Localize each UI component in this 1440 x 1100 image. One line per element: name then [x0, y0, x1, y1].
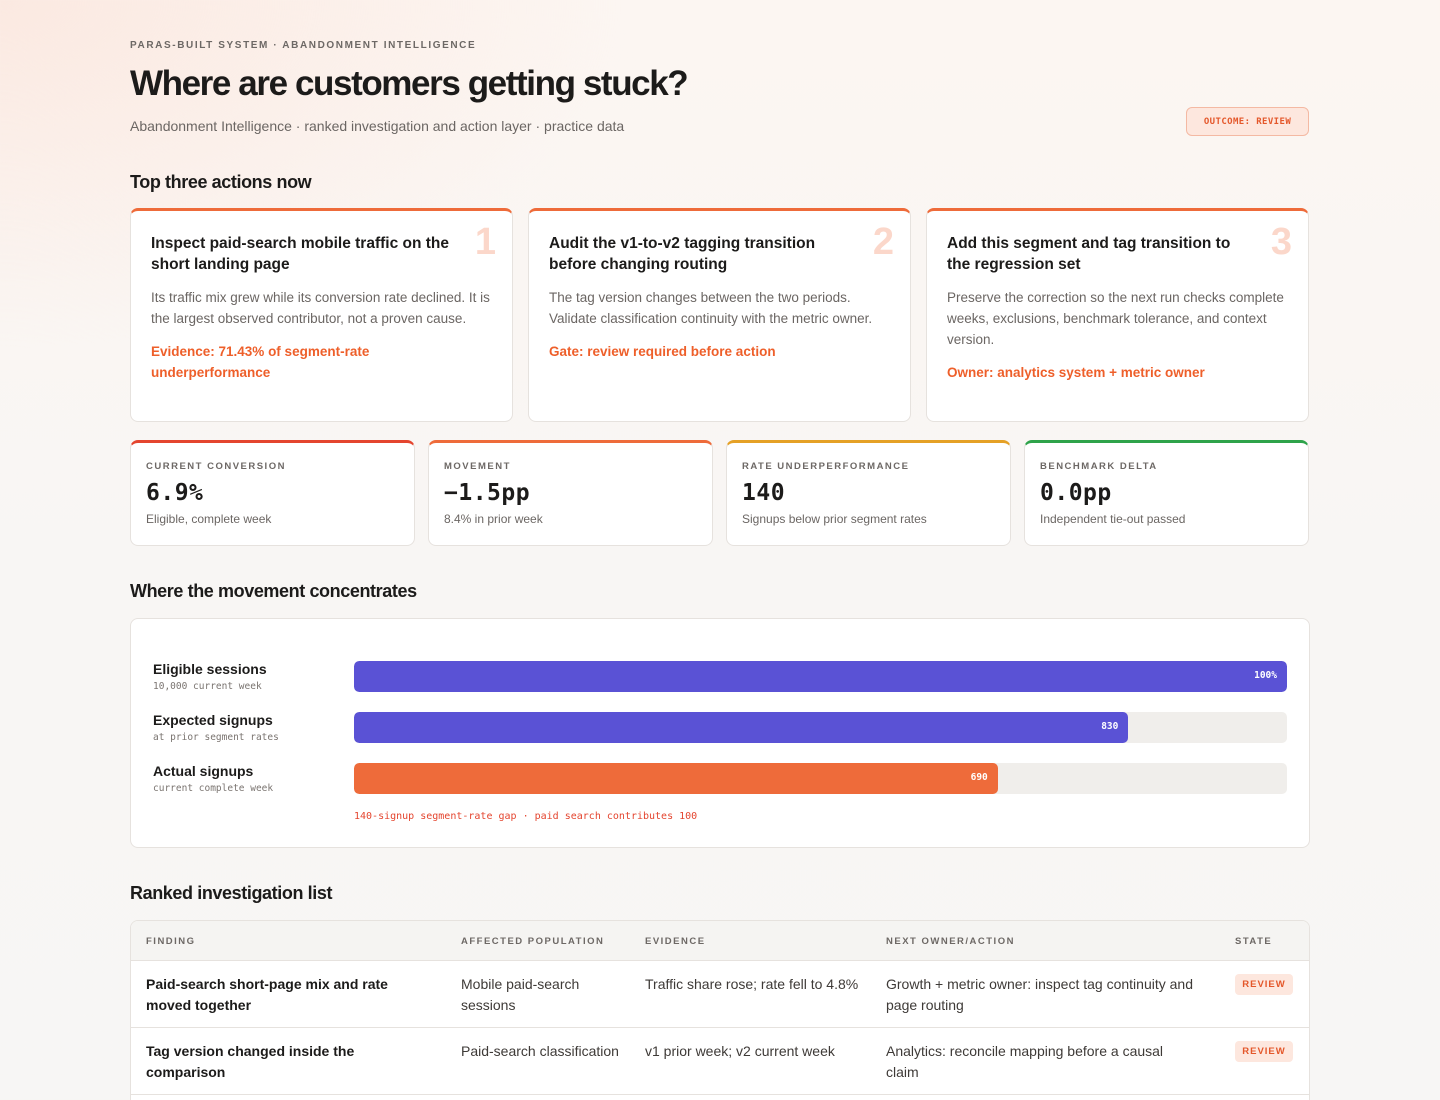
action-card[interactable]: 3 Add this segment and tag transition to… [926, 208, 1309, 422]
bar-value: 690 [970, 772, 988, 783]
bar-value: 100% [1254, 670, 1277, 681]
section-title-top-actions: Top three actions now [130, 172, 312, 192]
cell-finding: Tag version changed inside the compariso… [146, 1043, 355, 1080]
action-body: Preserve the correction so the next run … [947, 290, 1284, 347]
cell-finding: Paid-search short-page mix and rate move… [146, 976, 388, 1013]
eyebrow: PARAS-BUILT SYSTEM · ABANDONMENT INTELLI… [130, 40, 477, 51]
action-title: Inspect paid-search mobile traffic on th… [151, 235, 450, 273]
action-number: 3 [1270, 221, 1292, 263]
action-body: Its traffic mix grew while its conversio… [151, 290, 490, 326]
action-number: 2 [872, 221, 894, 263]
action-evidence: Evidence: 71.43% of segment-rate underpe… [151, 344, 370, 380]
outcome-badge: OUTCOME: REVIEW [1186, 107, 1309, 136]
column-header-evidence[interactable]: EVIDENCE [645, 936, 706, 947]
table-row[interactable]: Tag version changed inside the compariso… [131, 1028, 1309, 1095]
metric-sub: Signups below prior segment rates [742, 512, 927, 526]
column-header-state[interactable]: STATE [1235, 936, 1273, 947]
movement-gap-note: 140-signup segment-rate gap · paid searc… [354, 811, 698, 822]
page-subtitle: Abandonment Intelligence · ranked invest… [130, 118, 625, 134]
metric-card-movement: MOVEMENT −1.5pp 8.4% in prior week [428, 440, 713, 546]
cell-population: Mobile paid-search sessions [461, 976, 580, 1013]
cell-population: Paid-search classification [461, 1043, 619, 1059]
column-header-population[interactable]: AFFECTED POPULATION [461, 936, 605, 947]
bar-row-eligible-sessions: Eligible sessions 10,000 current week 10… [153, 661, 1287, 695]
table-row[interactable]: Paid-search short-page mix and rate move… [131, 961, 1309, 1028]
metric-card-benchmark-delta: BENCHMARK DELTA 0.0pp Independent tie-ou… [1024, 440, 1309, 546]
bar-row-actual-signups: Actual signups current complete week 690 [153, 763, 1287, 797]
bar-fill: 100% [354, 661, 1287, 692]
metric-value: 140 [742, 480, 786, 506]
section-title-ranked: Ranked investigation list [130, 883, 333, 903]
cell-owner: Growth + metric owner: inspect tag conti… [886, 976, 1193, 1013]
action-owner: Owner: analytics system + metric owner [947, 365, 1205, 380]
bar-fill: 690 [354, 763, 998, 794]
metric-card-rate-underperformance: RATE UNDERPERFORMANCE 140 Signups below … [726, 440, 1011, 546]
metric-card-current-conversion: CURRENT CONVERSION 6.9% Eligible, comple… [130, 440, 415, 546]
page-title: Where are customers getting stuck? [130, 64, 689, 103]
bar-sub: current complete week [153, 783, 274, 794]
metric-value: 0.0pp [1040, 480, 1112, 506]
metric-label: RATE UNDERPERFORMANCE [742, 461, 910, 472]
metric-label: MOVEMENT [444, 461, 511, 472]
metric-sub: Eligible, complete week [146, 512, 272, 526]
action-title: Add this segment and tag transition to t… [947, 235, 1231, 273]
metric-value: −1.5pp [444, 480, 531, 506]
bar-track: 690 [354, 763, 1287, 794]
investigation-table: FINDING AFFECTED POPULATION EVIDENCE NEX… [130, 920, 1310, 1100]
bar-fill: 830 [354, 712, 1129, 743]
bar-sub: 10,000 current week [153, 681, 262, 692]
bar-label: Eligible sessions [153, 661, 267, 677]
metric-sub: 8.4% in prior week [444, 512, 543, 526]
action-gate: Gate: review required before action [549, 344, 776, 359]
cell-owner: Analytics: reconcile mapping before a ca… [886, 1043, 1164, 1080]
section-title-movement: Where the movement concentrates [130, 581, 417, 601]
column-header-owner[interactable]: NEXT OWNER/ACTION [886, 936, 1015, 947]
action-cards: 1 Inspect paid-search mobile traffic on … [130, 208, 1310, 422]
action-title: Audit the v1-to-v2 tagging transition be… [549, 235, 816, 273]
movement-panel: Eligible sessions 10,000 current week 10… [130, 618, 1310, 848]
table-header: FINDING AFFECTED POPULATION EVIDENCE NEX… [131, 921, 1309, 961]
bar-sub: at prior segment rates [153, 732, 279, 743]
bar-value: 830 [1101, 721, 1119, 732]
metric-value: 6.9% [146, 480, 204, 506]
status-badge: REVIEW [1235, 1041, 1293, 1062]
action-number: 1 [474, 221, 496, 263]
cell-evidence: v1 prior week; v2 current week [645, 1043, 835, 1059]
bar-label: Expected signups [153, 712, 273, 728]
status-badge: REVIEW [1235, 974, 1293, 995]
metric-label: CURRENT CONVERSION [146, 461, 286, 472]
column-header-finding[interactable]: FINDING [146, 936, 196, 947]
metric-sub: Independent tie-out passed [1040, 512, 1186, 526]
action-card[interactable]: 2 Audit the v1-to-v2 tagging transition … [528, 208, 911, 422]
bar-track: 830 [354, 712, 1287, 743]
bar-row-expected-signups: Expected signups at prior segment rates … [153, 712, 1287, 746]
metric-label: BENCHMARK DELTA [1040, 461, 1158, 472]
bar-label: Actual signups [153, 763, 254, 779]
action-body: The tag version changes between the two … [549, 290, 873, 326]
action-card[interactable]: 1 Inspect paid-search mobile traffic on … [130, 208, 513, 422]
cell-evidence: Traffic share rose; rate fell to 4.8% [645, 976, 859, 992]
bar-track: 100% [354, 661, 1287, 692]
metric-cards: CURRENT CONVERSION 6.9% Eligible, comple… [130, 440, 1310, 546]
